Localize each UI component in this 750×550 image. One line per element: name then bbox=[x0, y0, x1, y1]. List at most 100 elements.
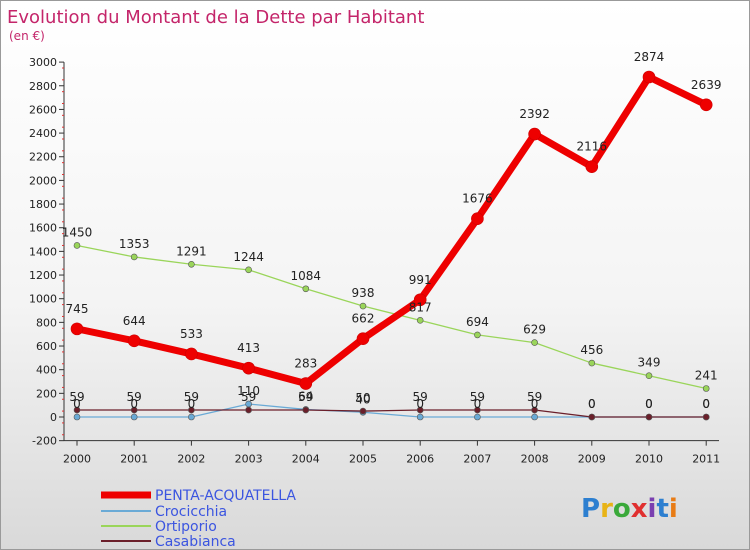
point-casabianca bbox=[130, 406, 138, 414]
data-label-ortiporio: 1291 bbox=[176, 244, 207, 258]
y-tick-label: 1200 bbox=[29, 269, 57, 282]
data-label-casabianca: 59 bbox=[413, 390, 428, 404]
point-ortiporio bbox=[73, 242, 81, 249]
y-tick-label: -200 bbox=[32, 435, 57, 448]
point-ortiporio bbox=[474, 331, 481, 339]
data-label-ortiporio: 456 bbox=[580, 343, 603, 357]
data-label-crocicchia: 0 bbox=[130, 397, 138, 411]
point-ortiporio bbox=[416, 317, 424, 324]
data-label-ortiporio: 629 bbox=[523, 323, 546, 337]
data-label-penta-acquatella: 2392 bbox=[519, 107, 550, 121]
x-tick-label: 2009 bbox=[578, 453, 606, 466]
y-tick-label: 0 bbox=[50, 411, 57, 424]
point-penta-acquatella bbox=[642, 70, 656, 84]
y-tick-label: 200 bbox=[36, 387, 57, 400]
data-label-ortiporio: 694 bbox=[466, 315, 489, 329]
point-ortiporio bbox=[302, 285, 310, 293]
legend: PENTA-ACQUATELLACrocicchiaOrtiporioCasab… bbox=[101, 488, 296, 549]
y-tick-label: 2800 bbox=[29, 80, 57, 93]
data-label-crocicchia: 0 bbox=[702, 397, 710, 411]
data-label-ortiporio: 1244 bbox=[233, 250, 264, 264]
series-layer bbox=[70, 70, 713, 421]
data-label-casabianca: 0 bbox=[588, 397, 596, 411]
y-tick-label: 1800 bbox=[29, 198, 57, 211]
data-label-casabianca: 59 bbox=[527, 390, 542, 404]
data-label-crocicchia: 0 bbox=[416, 397, 424, 411]
data-label-penta-acquatella: 2639 bbox=[691, 78, 722, 92]
x-tick-label: 2005 bbox=[349, 453, 377, 466]
x-tick-label: 2006 bbox=[406, 453, 434, 466]
x-tick-label: 2002 bbox=[177, 453, 205, 466]
data-label-casabianca: 0 bbox=[702, 397, 710, 411]
point-crocicchia bbox=[188, 413, 195, 421]
point-crocicchia bbox=[73, 413, 81, 421]
data-label-casabianca: 59 bbox=[184, 390, 199, 404]
point-penta-acquatella bbox=[585, 160, 599, 173]
data-label-casabianca: 59 bbox=[470, 390, 485, 404]
point-casabianca bbox=[188, 406, 195, 414]
point-penta-acquatella bbox=[299, 377, 313, 390]
point-casabianca bbox=[359, 407, 367, 415]
point-casabianca bbox=[474, 406, 481, 414]
x-tick-label: 2004 bbox=[292, 453, 320, 466]
data-label-ortiporio: 817 bbox=[409, 300, 432, 314]
point-casabianca bbox=[245, 406, 252, 414]
x-tick-label: 2011 bbox=[692, 453, 720, 466]
legend-label-casabianca: Casabianca bbox=[155, 534, 236, 549]
data-label-crocicchia: 0 bbox=[588, 397, 596, 411]
x-tick-label: 2001 bbox=[120, 453, 148, 466]
point-penta-acquatella bbox=[185, 347, 198, 361]
point-crocicchia bbox=[474, 413, 481, 421]
data-labels: 0 0 0 110 64 40 0 0 0 0 0 0 1450 1353 1291 1244 1084 938 8… bbox=[62, 50, 722, 411]
y-tick-label: 1000 bbox=[29, 293, 57, 306]
y-tick-label: 2200 bbox=[29, 151, 57, 164]
x-tick-label: 2007 bbox=[463, 453, 491, 466]
data-label-penta-acquatella: 2874 bbox=[634, 50, 665, 64]
point-ortiporio bbox=[359, 302, 367, 310]
point-penta-acquatella bbox=[528, 127, 541, 141]
point-casabianca bbox=[588, 413, 596, 421]
x-tick-label: 2000 bbox=[63, 453, 91, 466]
point-ortiporio bbox=[702, 385, 710, 392]
point-casabianca bbox=[302, 406, 310, 414]
y-tick-label: 400 bbox=[36, 364, 57, 377]
data-label-ortiporio: 241 bbox=[695, 368, 718, 382]
data-label-ortiporio: 1450 bbox=[62, 225, 93, 239]
y-tick-label: 600 bbox=[36, 340, 57, 353]
point-casabianca bbox=[416, 406, 424, 414]
point-ortiporio bbox=[588, 359, 596, 367]
point-penta-acquatella bbox=[356, 332, 370, 345]
point-penta-acquatella bbox=[127, 334, 141, 348]
point-casabianca bbox=[73, 406, 81, 414]
chart-subtitle: (en €) bbox=[9, 29, 45, 43]
point-crocicchia bbox=[130, 413, 138, 421]
point-casabianca bbox=[702, 413, 710, 421]
data-label-crocicchia: 110 bbox=[237, 384, 260, 398]
point-ortiporio bbox=[130, 253, 138, 261]
x-tick-label: 2003 bbox=[235, 453, 263, 466]
data-label-penta-acquatella: 991 bbox=[409, 273, 432, 287]
data-label-casabianca: 59 bbox=[69, 390, 84, 404]
data-label-penta-acquatella: 533 bbox=[180, 327, 203, 341]
point-penta-acquatella bbox=[471, 212, 484, 226]
data-label-casabianca: 59 bbox=[127, 390, 142, 404]
data-label-casabianca: 59 bbox=[298, 390, 313, 404]
point-penta-acquatella bbox=[413, 293, 427, 307]
data-label-crocicchia: 40 bbox=[355, 392, 370, 406]
data-label-crocicchia: 64 bbox=[298, 389, 313, 403]
y-tick-label: 2400 bbox=[29, 127, 57, 140]
point-ortiporio bbox=[188, 260, 195, 268]
data-label-crocicchia: 0 bbox=[531, 397, 539, 411]
data-label-ortiporio: 938 bbox=[352, 286, 375, 300]
legend-label-penta-acquatella: PENTA-ACQUATELLA bbox=[155, 488, 296, 504]
series-line-casabianca bbox=[76, 409, 707, 418]
series-line-penta-acquatella bbox=[73, 73, 710, 388]
point-ortiporio bbox=[245, 266, 252, 274]
point-ortiporio bbox=[645, 372, 653, 380]
point-casabianca bbox=[531, 406, 538, 414]
data-label-penta-acquatella: 644 bbox=[123, 314, 146, 328]
y-tick-label: 1600 bbox=[29, 222, 57, 235]
data-label-ortiporio: 1084 bbox=[291, 269, 322, 283]
